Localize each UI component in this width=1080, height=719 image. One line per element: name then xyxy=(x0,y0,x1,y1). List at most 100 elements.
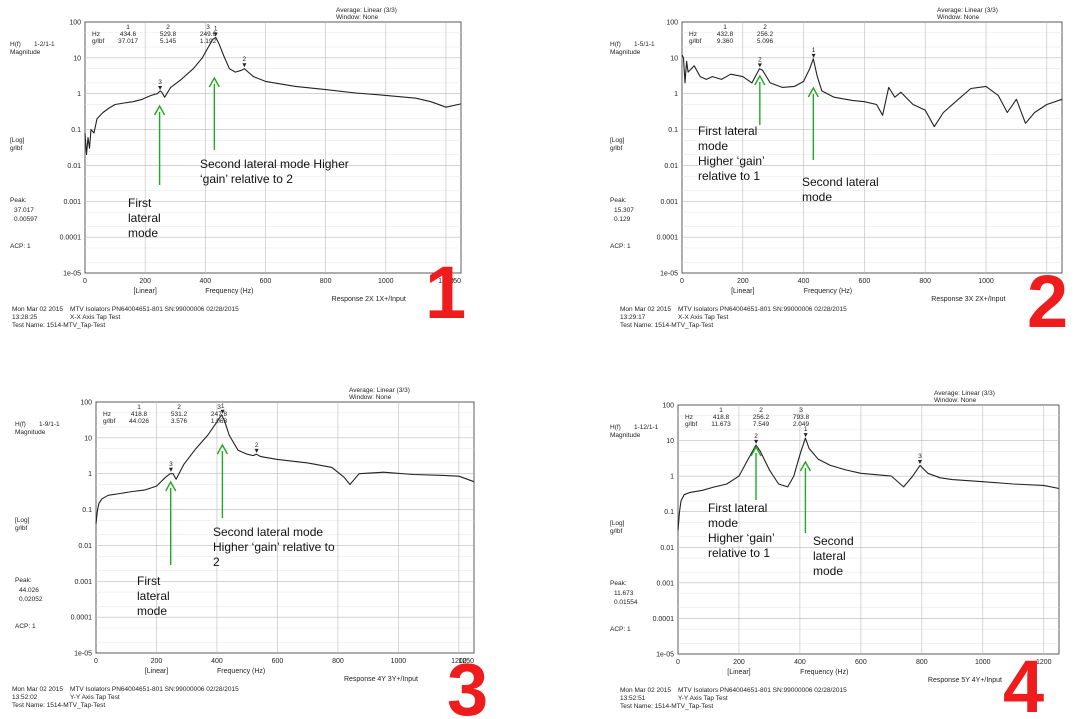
x-tick-label: 200 xyxy=(737,278,749,285)
peak-marker-label: 2 xyxy=(758,56,762,63)
y-title-magnitude: Magnitude xyxy=(10,49,41,56)
plot-frame xyxy=(681,21,1063,274)
marker-table-hz: 418.8 xyxy=(713,414,730,421)
marker-table-hz: 531.2 xyxy=(171,411,188,418)
y-tick-label: 0.01 xyxy=(660,545,674,552)
footer-axis-test: Y-Y Axis Tap Test xyxy=(678,695,728,702)
y-tick-label: 10 xyxy=(73,55,81,62)
annotation-arrowhead xyxy=(165,480,177,492)
annotation-line: Second lateral xyxy=(802,175,879,189)
marker-table-id: 1 xyxy=(126,24,130,31)
x-tick-label: 1200 xyxy=(451,658,467,665)
annotation-line: First lateral xyxy=(708,501,767,515)
average-label: Average: Linear (3/3) xyxy=(934,390,995,397)
acp-label: ACP: 1 xyxy=(610,626,631,633)
x-tick-label: 0 xyxy=(680,278,684,285)
chart-panel-2: Average: Linear (3/3) Window: None H(f) 1-5… xyxy=(540,0,1080,360)
footer-isolator: MTV Isolators PN64004651-801 SN:99000006… xyxy=(678,306,847,313)
footer-test-name: Test Name: 1514-MTV_Tap-Test xyxy=(620,703,713,710)
window-label: Window: None xyxy=(934,397,977,404)
annotation-text: First lateral mode xyxy=(137,574,170,618)
annotation-arrowhead xyxy=(807,86,819,98)
y-tick-label: 0.0001 xyxy=(657,235,679,242)
window-label: Window: None xyxy=(336,14,379,21)
peak-marker xyxy=(754,439,759,444)
marker-table-id: 3 xyxy=(217,404,221,411)
marker-table-id: 2 xyxy=(177,404,181,411)
marker-table-gain: 5.096 xyxy=(757,38,774,45)
x-tick-label: 1000 xyxy=(978,278,994,285)
y-tick-label: 1 xyxy=(77,91,81,98)
average-label: Average: Linear (3/3) xyxy=(937,7,998,14)
annotation-text: Second lateral mode xyxy=(802,175,879,204)
y-tick-label: 0.001 xyxy=(656,580,674,587)
annotation-line: relative to 1 xyxy=(698,169,760,183)
x-tick-label: 200 xyxy=(139,278,151,285)
marker-table-hz: 256.2 xyxy=(753,414,770,421)
peak-value: 11.673 xyxy=(614,590,634,597)
annotation-line: mode xyxy=(137,604,167,618)
peak-value: 0.02052 xyxy=(19,596,43,603)
y-tick-label: 0.01 xyxy=(664,163,678,170)
marker-table-hz: 418.8 xyxy=(131,411,148,418)
y-title-magnitude: Magnitude xyxy=(15,429,46,436)
x-tick-label: 0 xyxy=(676,659,680,666)
annotation-arrowhead xyxy=(216,443,229,455)
marker-table-hz-label: Hz xyxy=(689,31,697,38)
y-units-log: [Log] xyxy=(15,517,30,524)
annotation-line: lateral xyxy=(128,211,161,225)
y-tick-label: 0.0001 xyxy=(71,615,93,622)
footer-date: Mon Mar 02 2015 xyxy=(620,306,671,313)
peak-marker xyxy=(811,53,816,58)
footer-isolator: MTV Isolators PN64004651-801 SN:99000006… xyxy=(678,687,847,694)
annotation-line: Second xyxy=(813,534,854,548)
marker-table-gain-label: g/lbf xyxy=(689,38,701,45)
peak-marker-label: 2 xyxy=(754,433,758,440)
marker-table-gain: 5.145 xyxy=(160,38,177,45)
response-label: Response 4Y 3Y+/Input xyxy=(344,676,418,683)
x-axis-label: Frequency (Hz) xyxy=(804,288,852,295)
acp-label: ACP: 1 xyxy=(10,243,31,250)
marker-table-hz: 247.8 xyxy=(211,411,228,418)
channel-label: 1-2/1-1 xyxy=(34,41,55,48)
marker-table-id: 1 xyxy=(137,404,141,411)
y-tick-label: 0.1 xyxy=(664,509,674,516)
y-tick-label: 1e-05 xyxy=(656,652,674,659)
annotation-text: Second lateral mode Higher ‘gain’ relativ… xyxy=(200,157,349,186)
footer-test-name: Test Name: 1514-MTV_Tap-Test xyxy=(620,322,713,329)
peak-label: Peak: xyxy=(15,577,32,584)
annotation-text: First lateral mode xyxy=(128,196,161,240)
y-tick-label: 1 xyxy=(88,471,92,478)
marker-table-gain: 3.576 xyxy=(171,418,188,425)
x-tick-label: 400 xyxy=(798,278,810,285)
annotation-line: First xyxy=(128,196,152,210)
y-title-magnitude: Magnitude xyxy=(610,49,641,56)
marker-table-hz-label: Hz xyxy=(103,411,111,418)
marker-table-id: 3 xyxy=(799,407,803,414)
marker-table-id: 2 xyxy=(763,24,767,31)
annotation-line: relative to 1 xyxy=(708,546,770,560)
peak-marker xyxy=(213,32,218,37)
y-tick-label: 0.1 xyxy=(82,507,92,514)
window-label: Window: None xyxy=(937,14,980,21)
y-title: H(f) xyxy=(610,41,621,48)
peak-marker-label: 2 xyxy=(243,56,247,63)
x-tick-label: 800 xyxy=(320,278,332,285)
y-tick-label: 0.01 xyxy=(67,163,81,170)
y-tick-label: 10 xyxy=(84,435,92,442)
marker-table-id: 1 xyxy=(719,407,723,414)
y-units-log: [Log] xyxy=(610,137,625,144)
footer-isolator: MTV Isolators PN64004651-801 SN:99000006… xyxy=(70,306,239,313)
y-units: g/lbf xyxy=(10,145,22,152)
x-tick-label: 400 xyxy=(199,278,211,285)
annotation-arrowhead xyxy=(799,460,812,472)
peak-marker-label: 1 xyxy=(214,25,218,32)
response-label: Response 5Y 4Y+/Input xyxy=(928,677,1002,684)
x-tick-label: 400 xyxy=(794,659,806,666)
x-scale-label: [Linear] xyxy=(731,288,754,295)
x-tick-label: 1000 xyxy=(391,658,407,665)
y-title-magnitude: Magnitude xyxy=(610,432,641,439)
frf-chart-4: Average: Linear (3/3)Window: None H(f) 1-1… xyxy=(610,390,1060,719)
peak-value: 0.129 xyxy=(614,216,631,223)
x-tick-label: 600 xyxy=(260,278,272,285)
